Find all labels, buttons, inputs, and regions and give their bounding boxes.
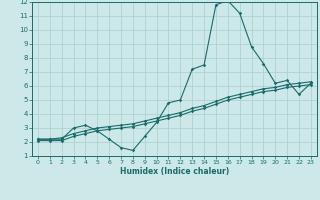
X-axis label: Humidex (Indice chaleur): Humidex (Indice chaleur) bbox=[120, 167, 229, 176]
